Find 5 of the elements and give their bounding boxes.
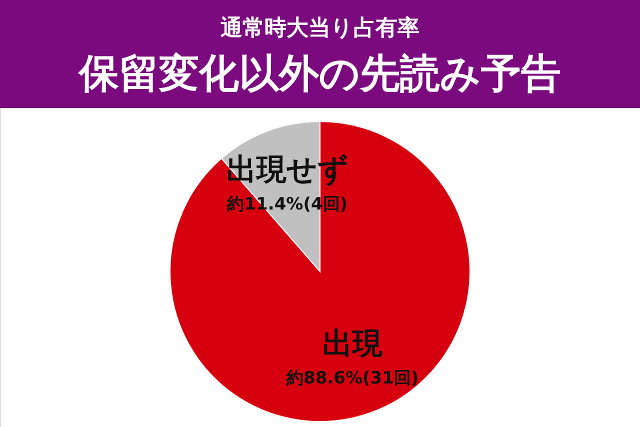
data-label: 約88.6%(31回): [286, 368, 419, 389]
chart-title: 通常時大当り占有率: [220, 15, 420, 41]
pie-slice: [170, 121, 470, 422]
slice-label: 出現: [322, 326, 384, 362]
chart-subtitle: 保留変化以外の先読み予告: [77, 51, 561, 97]
